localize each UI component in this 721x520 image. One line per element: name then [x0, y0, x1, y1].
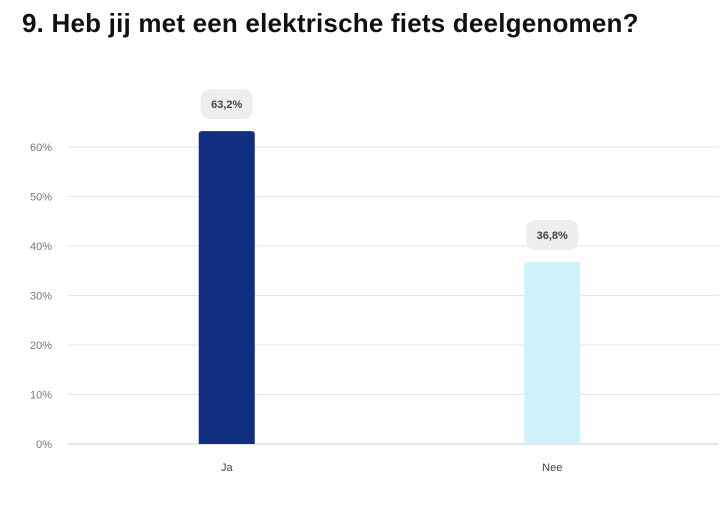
data-label: 36,8% [537, 230, 568, 242]
data-label-pill [200, 89, 253, 120]
bar-nee [524, 261, 581, 444]
y-tick-label: 40% [30, 241, 52, 253]
x-tick-label: Nee [542, 462, 562, 474]
x-tick-label: Ja [221, 462, 234, 474]
data-label-pill [526, 219, 579, 250]
bar-ja [198, 131, 255, 444]
chart-title: 9. Heb jij met een elektrische fiets dee… [22, 8, 639, 38]
y-tick-label: 30% [30, 291, 52, 303]
y-tick-label: 50% [30, 192, 52, 204]
data-label: 63,2% [211, 99, 242, 111]
y-tick-label: 60% [30, 142, 52, 154]
y-tick-label: 10% [30, 390, 52, 402]
y-tick-label: 20% [30, 340, 52, 352]
y-tick-label: 0% [36, 439, 52, 451]
